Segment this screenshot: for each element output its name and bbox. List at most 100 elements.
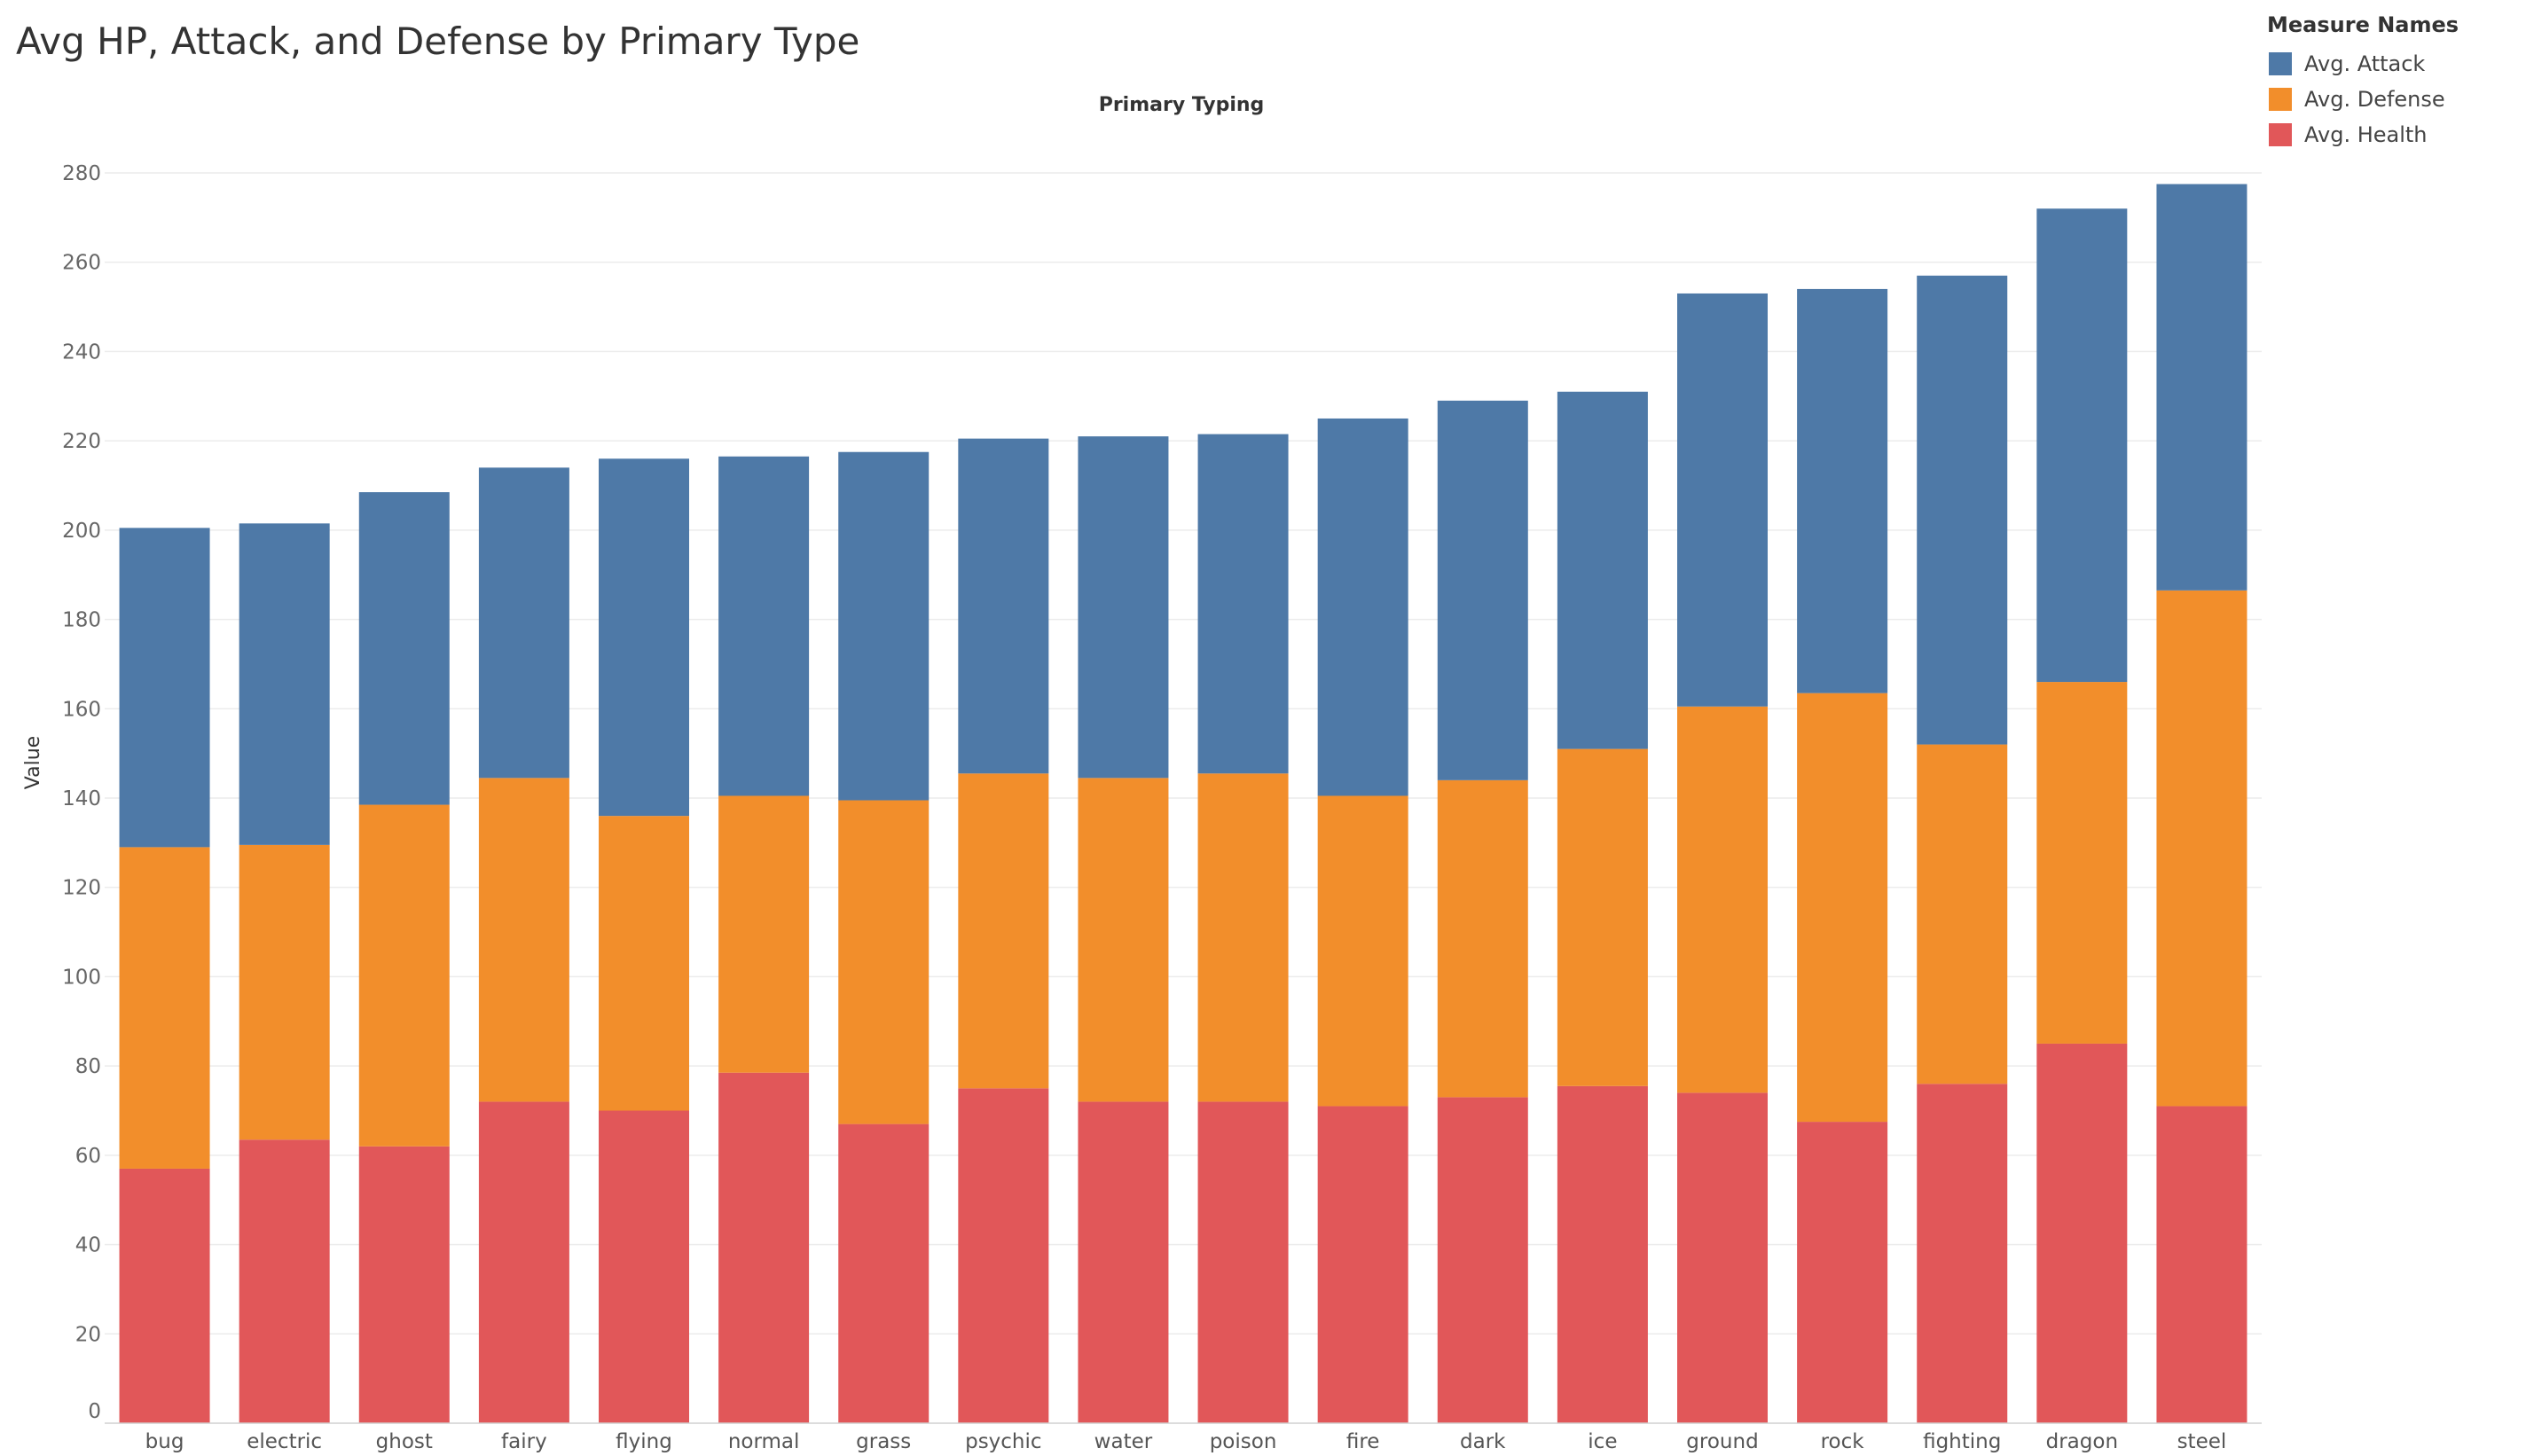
bar-ice-avg-defense[interactable] <box>1557 748 1648 1086</box>
x-tick-label-water: water <box>1094 1430 1153 1453</box>
legend: Measure Names Avg. Attack Avg. Defense A… <box>2267 12 2459 153</box>
bar-flying-avg-health[interactable] <box>599 1110 689 1424</box>
bar-dragon-avg-defense[interactable] <box>2036 682 2128 1044</box>
y-tick-label: 140 <box>62 787 101 810</box>
bar-fire-avg-defense[interactable] <box>1317 795 1408 1107</box>
y-tick-label: 200 <box>62 520 101 543</box>
y-tick-label: 20 <box>75 1323 101 1346</box>
bar-water-avg-attack[interactable] <box>1078 436 1169 779</box>
legend-item-attack[interactable]: Avg. Attack <box>2267 46 2459 82</box>
bars <box>119 184 2248 1424</box>
bar-psychic-avg-attack[interactable] <box>958 438 1049 774</box>
x-tick-label-ice: ice <box>1588 1430 1617 1453</box>
x-tick-label-flying: flying <box>616 1430 672 1453</box>
bar-poison-avg-defense[interactable] <box>1197 773 1289 1102</box>
bar-bug-avg-health[interactable] <box>119 1168 210 1423</box>
x-tick-label-ground: ground <box>1686 1430 1758 1453</box>
bar-dragon-avg-attack[interactable] <box>2036 208 2128 683</box>
bar-dark-avg-attack[interactable] <box>1437 400 1528 780</box>
x-tick-label-ghost: ghost <box>376 1430 433 1453</box>
bar-dragon-avg-health[interactable] <box>2036 1043 2128 1423</box>
bar-poison-avg-attack[interactable] <box>1197 434 1289 774</box>
bar-rock-avg-defense[interactable] <box>1797 693 1888 1123</box>
bar-normal-avg-health[interactable] <box>718 1072 810 1423</box>
x-axis-ticks: bug electric ghost fairy flying normal grass ps… <box>145 1430 2227 1453</box>
bar-ice-avg-attack[interactable] <box>1557 391 1648 749</box>
bar-psychic-avg-health[interactable] <box>958 1088 1049 1423</box>
bar-rock-avg-attack[interactable] <box>1797 288 1888 693</box>
bar-flying-avg-attack[interactable] <box>599 458 689 817</box>
y-tick-label: 240 <box>62 341 101 364</box>
bar-water-avg-health[interactable] <box>1078 1101 1169 1423</box>
bar-ghost-avg-attack[interactable] <box>358 492 450 805</box>
y-tick-label: 40 <box>75 1234 101 1257</box>
bar-ground-avg-defense[interactable] <box>1677 706 1768 1093</box>
bar-fire-avg-attack[interactable] <box>1317 418 1408 796</box>
legend-swatch-attack <box>2269 52 2292 75</box>
x-tick-label-dragon: dragon <box>2046 1430 2118 1453</box>
x-tick-label-steel: steel <box>2177 1430 2227 1453</box>
bar-poison-avg-health[interactable] <box>1197 1101 1289 1423</box>
bar-psychic-avg-defense[interactable] <box>958 773 1049 1089</box>
bar-bug-avg-attack[interactable] <box>119 528 210 848</box>
x-tick-label-psychic: psychic <box>965 1430 1041 1453</box>
bar-rock-avg-health[interactable] <box>1797 1122 1888 1423</box>
x-tick-label-normal: normal <box>728 1430 800 1453</box>
legend-label-defense: Avg. Defense <box>2304 87 2445 112</box>
bar-fighting-avg-health[interactable] <box>1917 1084 2008 1423</box>
x-tick-label-poison: poison <box>1210 1430 1277 1453</box>
x-tick-label-bug: bug <box>145 1430 184 1453</box>
legend-item-defense[interactable]: Avg. Defense <box>2267 82 2459 117</box>
bar-steel-avg-defense[interactable] <box>2156 590 2248 1107</box>
bar-dark-avg-defense[interactable] <box>1437 779 1528 1098</box>
column-header: Primary Typing <box>1099 94 1265 116</box>
bar-ground-avg-attack[interactable] <box>1677 293 1768 707</box>
bar-fire-avg-health[interactable] <box>1317 1106 1408 1423</box>
legend-swatch-health <box>2269 123 2292 146</box>
bar-dark-avg-health[interactable] <box>1437 1097 1528 1423</box>
x-tick-label-dark: dark <box>1460 1430 1506 1453</box>
bar-normal-avg-defense[interactable] <box>718 795 810 1073</box>
bar-flying-avg-defense[interactable] <box>599 816 689 1111</box>
legend-swatch-defense <box>2269 88 2292 111</box>
gridlines <box>105 172 2262 1335</box>
bar-electric-avg-attack[interactable] <box>239 523 330 845</box>
y-tick-label: 260 <box>62 252 101 275</box>
bar-electric-avg-health[interactable] <box>239 1139 330 1423</box>
x-tick-label-grass: grass <box>856 1430 911 1453</box>
bar-fairy-avg-health[interactable] <box>478 1101 569 1423</box>
bar-fighting-avg-defense[interactable] <box>1917 744 2008 1084</box>
legend-label-health: Avg. Health <box>2304 122 2428 147</box>
bar-normal-avg-attack[interactable] <box>718 456 810 796</box>
bar-grass-avg-health[interactable] <box>838 1123 930 1423</box>
bar-steel-avg-health[interactable] <box>2156 1106 2248 1423</box>
y-tick-label: 180 <box>62 609 101 632</box>
y-tick-label: 280 <box>62 162 101 185</box>
legend-label-attack: Avg. Attack <box>2304 51 2426 76</box>
x-tick-label-fairy: fairy <box>501 1430 547 1453</box>
bar-grass-avg-attack[interactable] <box>838 451 930 801</box>
y-tick-label: 220 <box>62 430 101 453</box>
bar-ghost-avg-defense[interactable] <box>358 804 450 1147</box>
y-axis-label: Value <box>22 736 44 789</box>
legend-item-health[interactable]: Avg. Health <box>2267 117 2459 153</box>
y-axis-ticks: 0 20 40 60 80 100 120 140 160 180 200 220 240 260 280 <box>62 162 101 1423</box>
bar-ground-avg-health[interactable] <box>1677 1092 1768 1423</box>
bar-ice-avg-health[interactable] <box>1557 1085 1648 1423</box>
x-tick-label-fighting: fighting <box>1923 1430 2001 1453</box>
bar-electric-avg-defense[interactable] <box>239 844 330 1140</box>
y-tick-label: 60 <box>75 1145 101 1168</box>
y-tick-label: 0 <box>88 1400 101 1423</box>
bar-steel-avg-attack[interactable] <box>2156 184 2248 591</box>
bar-grass-avg-defense[interactable] <box>838 800 930 1124</box>
bar-fairy-avg-attack[interactable] <box>478 467 569 779</box>
bar-bug-avg-defense[interactable] <box>119 847 210 1169</box>
bar-ghost-avg-health[interactable] <box>358 1146 450 1423</box>
x-tick-label-fire: fire <box>1346 1430 1380 1453</box>
bar-water-avg-defense[interactable] <box>1078 778 1169 1102</box>
bar-fairy-avg-defense[interactable] <box>478 778 569 1102</box>
bar-fighting-avg-attack[interactable] <box>1917 275 2008 745</box>
legend-title: Measure Names <box>2267 12 2459 37</box>
y-tick-label: 100 <box>62 966 101 989</box>
